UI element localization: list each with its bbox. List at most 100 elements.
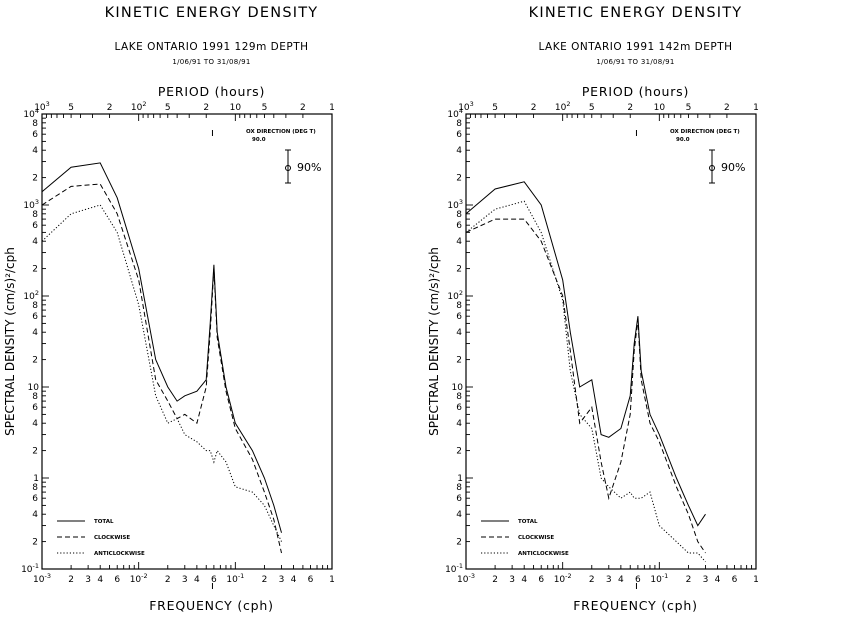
series-clockwise (41, 183, 282, 554)
x-tick-label: 3 (509, 575, 515, 585)
y-tick-label: 6 (32, 130, 38, 140)
x-tick-label: 4 (97, 575, 103, 585)
spectrum-panel-129m: KINETIC ENERGY DENSITY LAKE ONTARIO 1991… (0, 0, 423, 620)
period-tick-label: 102 (555, 100, 571, 113)
y-tick-label: 4 (32, 328, 38, 338)
confidence-marker (709, 165, 715, 171)
y-tick-label: 2 (456, 174, 462, 184)
chart-subtitle: LAKE ONTARIO 1991 129m DEPTH (114, 41, 309, 53)
y-tick-label: 10 (452, 383, 464, 393)
y-tick-label: 2 (32, 447, 38, 457)
y-tick-label: 2 (456, 265, 462, 275)
y-tick-label: 4 (32, 510, 38, 520)
x-tick-label: 3 (85, 575, 91, 585)
y-tick-label: 4 (32, 146, 38, 156)
x-tick-label: 10-2 (554, 572, 572, 585)
period-tick-label: 103 (458, 100, 474, 113)
period-tick-label: 5 (68, 103, 74, 113)
y-axis-label: SPECTRAL DENSITY (cm/s)²/cph (427, 247, 441, 436)
x-tick-label: 6 (732, 575, 738, 585)
x-tick-label: 2 (68, 575, 74, 585)
x-tick-label: 2 (492, 575, 498, 585)
legend-clockwise-label: CLOCKWISE (94, 535, 130, 541)
period-tick-label: 2 (300, 103, 306, 113)
x-tick-label: 1 (329, 575, 335, 585)
y-tick-label: 6 (32, 221, 38, 231)
y-tick-label: 1 (457, 474, 463, 484)
direction-value: 90.0 (676, 137, 690, 143)
x-tick-label: 4 (291, 575, 297, 585)
x-tick-label: 2 (165, 575, 171, 585)
series-anticlockwise (465, 200, 706, 563)
y-tick-label: 2 (456, 538, 462, 548)
y-tick-label: 4 (456, 510, 462, 520)
y-tick-label: 8 (456, 210, 462, 220)
x-tick-label: 3 (279, 575, 285, 585)
y-tick-label: 4 (456, 146, 462, 156)
y-tick-label: 8 (456, 301, 462, 311)
x-tick-label: 10-2 (130, 572, 148, 585)
chart-title: KINETIC ENERGY DENSITY (104, 5, 319, 21)
x-tick-label: 2 (262, 575, 268, 585)
y-tick-label: 6 (32, 403, 38, 413)
y-tick-label: 10 (28, 383, 40, 393)
period-tick-label: 10 (654, 103, 666, 113)
y-tick-label: 4 (456, 237, 462, 247)
date-range: 1/06/91 TO 31/08/91 (596, 58, 675, 66)
x-tick-label: 3 (606, 575, 612, 585)
period-tick-label: 1 (753, 103, 759, 113)
y-tick-label: 6 (456, 312, 462, 322)
period-tick-label: 2 (107, 103, 113, 113)
period-tick-label: 5 (262, 103, 268, 113)
y-tick-label: 10-1 (21, 562, 39, 575)
period-axis-label: PERIOD (hours) (581, 84, 690, 99)
x-tick-label: 2 (686, 575, 692, 585)
y-tick-label: 1 (33, 474, 39, 484)
series-anticlockwise (41, 204, 282, 542)
y-tick-label: 6 (32, 312, 38, 322)
x-tick-label: 6 (211, 575, 217, 585)
x-tick-label: 4 (194, 575, 200, 585)
x-tick-label: 6 (114, 575, 120, 585)
x-tick-label: 10-1 (226, 572, 244, 585)
x-tick-label: 10-3 (33, 572, 51, 585)
period-tick-label: 2 (203, 103, 209, 113)
period-tick-label: 2 (627, 103, 633, 113)
chart-title: KINETIC ENERGY DENSITY (528, 5, 743, 21)
x-tick-label: 3 (703, 575, 709, 585)
y-tick-label: 102 (23, 289, 39, 302)
period-tick-label: 5 (589, 103, 595, 113)
y-tick-label: 2 (32, 265, 38, 275)
legend-total-label: TOTAL (518, 519, 538, 525)
y-tick-label: 6 (32, 494, 38, 504)
date-range: 1/06/91 TO 31/08/91 (172, 58, 251, 66)
y-tick-label: 4 (32, 237, 38, 247)
y-tick-label: 2 (32, 356, 38, 366)
x-tick-label: 4 (715, 575, 721, 585)
confidence-label: 90% (721, 161, 745, 174)
y-tick-label: 2 (456, 447, 462, 457)
legend-clockwise-label: CLOCKWISE (518, 535, 554, 541)
period-tick-label: 2 (531, 103, 537, 113)
period-tick-label: 103 (34, 100, 50, 113)
series-total (41, 162, 282, 533)
y-tick-label: 8 (32, 301, 38, 311)
x-tick-label: 2 (589, 575, 595, 585)
y-tick-label: 103 (447, 198, 463, 211)
y-tick-label: 8 (32, 483, 38, 493)
plot-frame (465, 113, 757, 570)
direction-label: OX DIRECTION (DEG T) (246, 129, 316, 135)
legend-total-label: TOTAL (94, 519, 114, 525)
x-tick-label: 10-1 (650, 572, 668, 585)
y-axis-label: SPECTRAL DENSITY (cm/s)²/cph (3, 247, 17, 436)
period-axis-label: PERIOD (hours) (157, 84, 266, 99)
y-tick-label: 8 (456, 392, 462, 402)
plot-frame (41, 113, 333, 570)
y-tick-label: 8 (32, 210, 38, 220)
direction-value: 90.0 (252, 137, 266, 143)
y-tick-label: 4 (32, 419, 38, 429)
frequency-axis-label: FREQUENCY (cph) (573, 598, 698, 613)
period-tick-label: 1 (329, 103, 335, 113)
y-tick-label: 6 (456, 494, 462, 504)
x-tick-label: 6 (538, 575, 544, 585)
